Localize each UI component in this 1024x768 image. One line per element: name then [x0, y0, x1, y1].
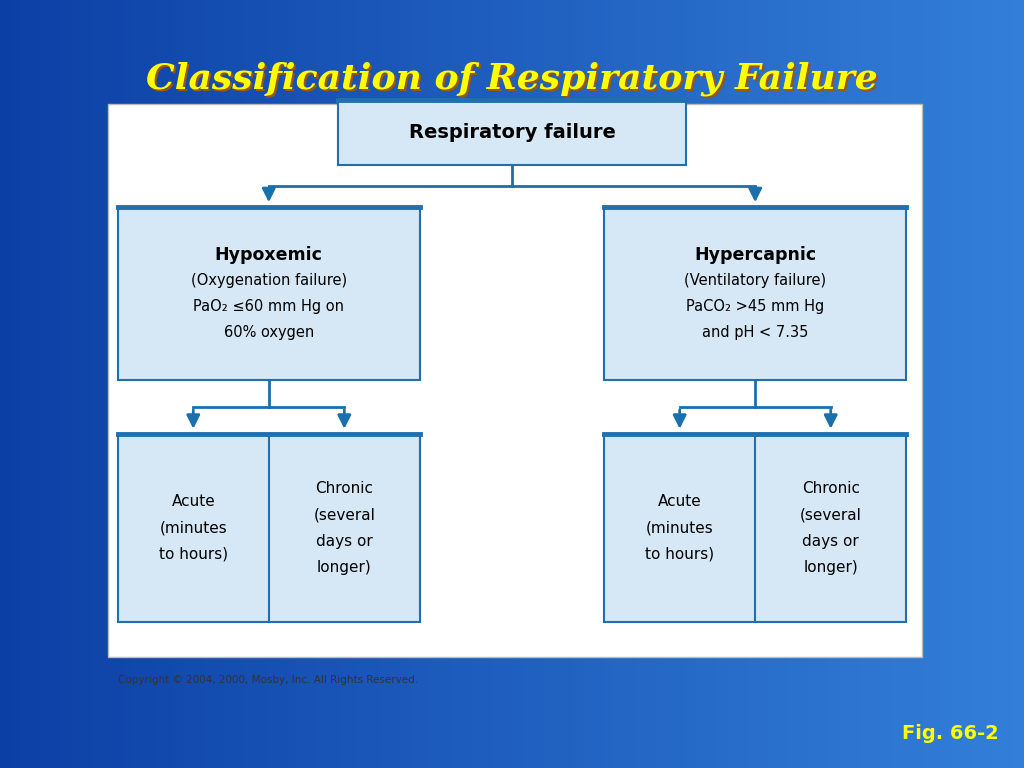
Text: Copyright © 2004, 2000, Mosby, Inc. All Rights Reserved.: Copyright © 2004, 2000, Mosby, Inc. All … — [118, 674, 418, 685]
Text: PaCO₂ >45 mm Hg: PaCO₂ >45 mm Hg — [686, 300, 824, 314]
Text: Classification of Respiratory Failure: Classification of Respiratory Failure — [148, 64, 880, 98]
Text: Chronic: Chronic — [315, 482, 374, 496]
Text: Acute: Acute — [657, 495, 701, 509]
Text: Respiratory failure: Respiratory failure — [409, 123, 615, 142]
Text: days or: days or — [803, 534, 859, 548]
Text: (several: (several — [313, 508, 375, 522]
Text: (Oxygenation failure): (Oxygenation failure) — [190, 273, 347, 288]
Text: (minutes: (minutes — [160, 521, 227, 535]
Text: (several: (several — [800, 508, 861, 522]
Text: Fig. 66-2: Fig. 66-2 — [902, 724, 998, 743]
Text: days or: days or — [316, 534, 373, 548]
Text: Classification of Respiratory Failure: Classification of Respiratory Failure — [146, 62, 878, 96]
Bar — [108, 104, 922, 657]
Bar — [118, 434, 420, 622]
Bar — [338, 100, 686, 165]
Bar — [118, 207, 420, 380]
Text: to hours): to hours) — [159, 547, 228, 561]
Bar — [604, 434, 906, 622]
Text: Acute: Acute — [171, 495, 215, 509]
Text: Hypercapnic: Hypercapnic — [694, 246, 816, 263]
Text: (minutes: (minutes — [646, 521, 714, 535]
Text: (Ventilatory failure): (Ventilatory failure) — [684, 273, 826, 288]
Text: longer): longer) — [804, 560, 858, 574]
Text: to hours): to hours) — [645, 547, 715, 561]
Bar — [604, 207, 906, 380]
Text: Chronic: Chronic — [802, 482, 860, 496]
Text: longer): longer) — [317, 560, 372, 574]
Text: and pH < 7.35: and pH < 7.35 — [702, 326, 808, 340]
Text: Hypoxemic: Hypoxemic — [215, 246, 323, 263]
Text: PaO₂ ≤60 mm Hg on: PaO₂ ≤60 mm Hg on — [194, 300, 344, 314]
Text: 60% oxygen: 60% oxygen — [223, 326, 314, 340]
